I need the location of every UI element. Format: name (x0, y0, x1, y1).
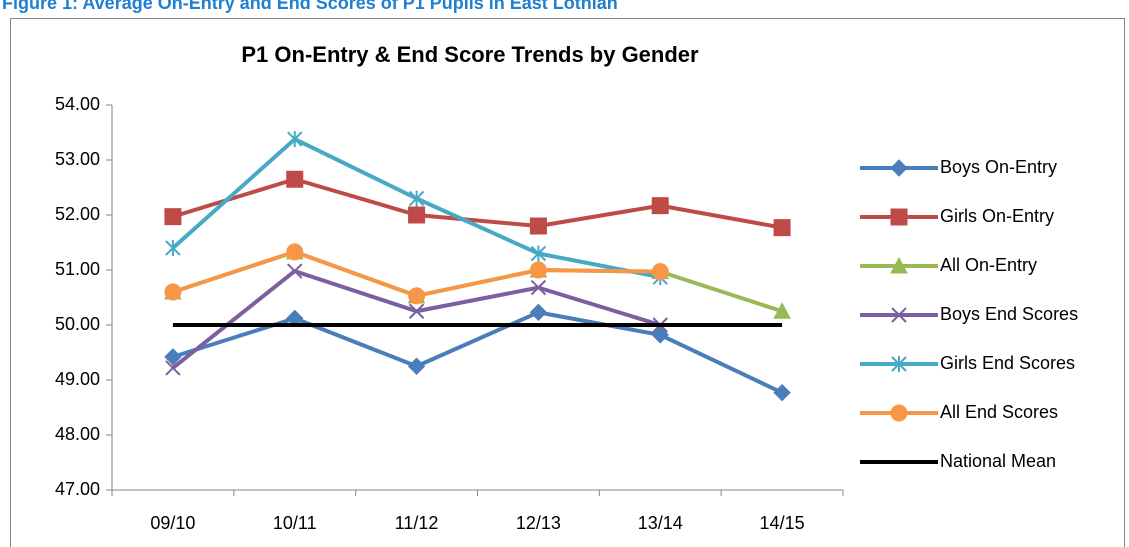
legend-item: All End Scores (860, 402, 1058, 422)
marker (890, 404, 908, 422)
legend-label: Boys End Scores (940, 304, 1078, 324)
marker (287, 263, 303, 279)
x-tick-label: 13/14 (638, 513, 683, 533)
marker (165, 360, 181, 376)
marker (890, 208, 908, 226)
x-tick-label: 09/10 (150, 513, 195, 533)
legend-label: National Mean (940, 451, 1056, 471)
marker (891, 307, 907, 323)
legend-item: All On-Entry (860, 255, 1037, 275)
legend-item: National Mean (860, 451, 1056, 471)
y-tick-label: 50.00 (55, 314, 100, 334)
y-tick-label: 54.00 (55, 94, 100, 114)
marker (651, 326, 669, 344)
x-tick-label: 11/12 (395, 513, 439, 533)
marker (529, 303, 548, 322)
y-tick-label: 53.00 (55, 149, 100, 169)
x-tick-label: 12/13 (516, 513, 561, 533)
marker (773, 302, 791, 319)
legend-label: All On-Entry (940, 255, 1037, 275)
y-tick-label: 47.00 (55, 479, 100, 499)
legend-item: Boys On-Entry (860, 157, 1057, 177)
marker (408, 287, 426, 305)
legend-label: Girls End Scores (940, 353, 1075, 373)
marker (408, 190, 425, 207)
legend-label: All End Scores (940, 402, 1058, 422)
legend-label: Boys On-Entry (940, 157, 1057, 177)
marker (408, 206, 426, 224)
marker (529, 261, 547, 279)
marker (773, 219, 791, 237)
marker (891, 356, 907, 372)
legend-item: Girls On-Entry (860, 206, 1054, 226)
y-tick-label: 51.00 (55, 259, 100, 279)
marker (890, 159, 908, 177)
marker (287, 131, 303, 148)
marker (286, 243, 304, 261)
figure-caption: Figure 1: Average On-Entry and End Score… (2, 0, 618, 13)
legend-label: Girls On-Entry (940, 206, 1054, 226)
x-tick-label: 14/15 (760, 513, 805, 533)
chart-title: P1 On-Entry & End Score Trends by Gender (241, 42, 699, 67)
y-tick-label: 52.00 (55, 204, 100, 224)
marker (890, 256, 908, 274)
marker (164, 348, 182, 366)
y-tick-label: 48.00 (55, 424, 100, 444)
chart-border (10, 18, 1125, 547)
marker (408, 303, 425, 319)
legend-item: Girls End Scores (860, 353, 1075, 373)
series-line (172, 177, 783, 230)
marker (286, 170, 304, 188)
marker (651, 197, 669, 215)
marker (165, 240, 181, 256)
marker (407, 357, 426, 375)
x-tick-label: 10/11 (273, 513, 317, 533)
marker (651, 263, 669, 281)
marker (164, 208, 182, 226)
marker (530, 245, 547, 262)
marker (164, 283, 182, 301)
legend-item: Boys End Scores (860, 304, 1078, 324)
marker (773, 383, 791, 402)
y-tick-label: 49.00 (55, 369, 100, 389)
marker (530, 279, 547, 296)
marker (529, 217, 547, 235)
